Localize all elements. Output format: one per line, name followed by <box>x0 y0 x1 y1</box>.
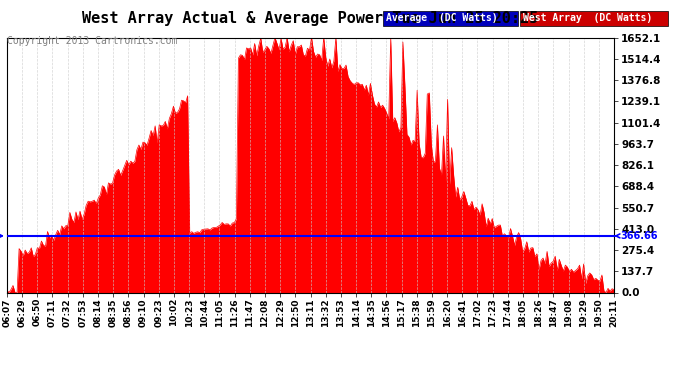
Text: West Array  (DC Watts): West Array (DC Watts) <box>523 13 652 23</box>
Text: Average  (DC Watts): Average (DC Watts) <box>386 13 498 23</box>
Text: 366.66: 366.66 <box>0 231 2 241</box>
Text: 366.66: 366.66 <box>615 231 658 241</box>
Text: West Array Actual & Average Power Tue Jun 25 20:25: West Array Actual & Average Power Tue Ju… <box>82 11 539 26</box>
Text: Copyright 2013 Cartronics.com: Copyright 2013 Cartronics.com <box>7 36 177 46</box>
